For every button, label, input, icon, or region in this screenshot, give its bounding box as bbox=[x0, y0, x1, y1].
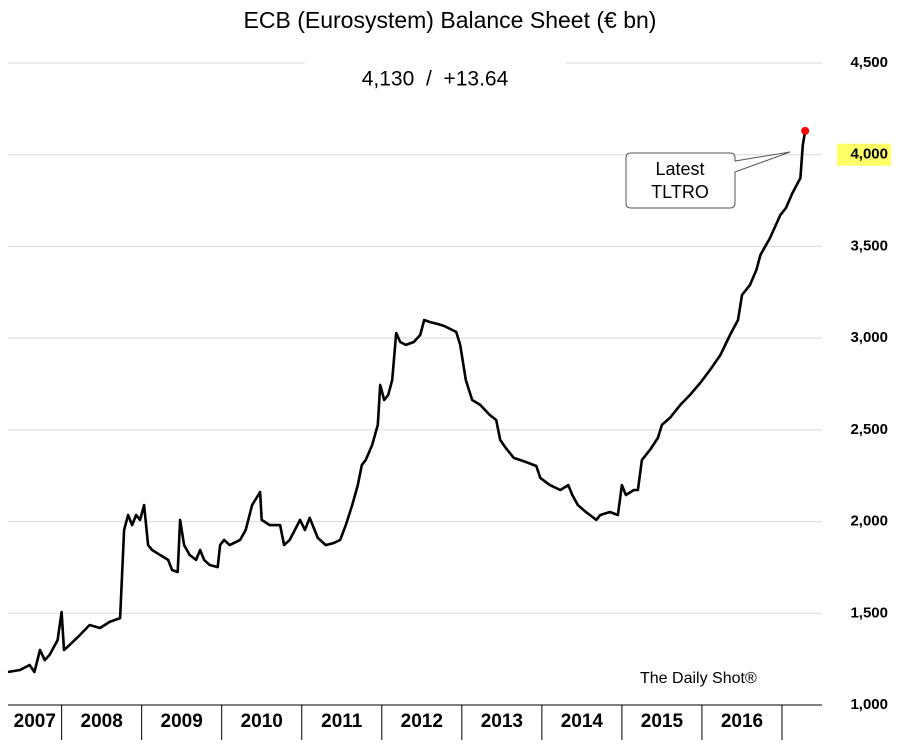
subtitle-backdrop bbox=[305, 55, 565, 71]
y-tick-label: 2,000 bbox=[850, 513, 888, 530]
x-tick-label: 2010 bbox=[241, 711, 283, 732]
x-tick-label: 2016 bbox=[721, 711, 763, 732]
y-tick-label: 3,000 bbox=[850, 329, 888, 346]
x-tick-label: 2011 bbox=[321, 711, 363, 732]
annotation-text: Latest bbox=[655, 159, 704, 179]
y-tick-label: 3,500 bbox=[850, 237, 888, 254]
annotation-box bbox=[625, 151, 791, 209]
y-tick-label: 1,500 bbox=[850, 604, 888, 621]
x-tick-label: 2009 bbox=[161, 711, 203, 732]
latest-marker bbox=[801, 126, 810, 135]
grid bbox=[8, 62, 822, 614]
x-tick-label: 2012 bbox=[401, 711, 443, 732]
tick-highlight bbox=[837, 143, 891, 166]
x-tick-label: 2014 bbox=[561, 711, 604, 732]
annotation-text: TLTRO bbox=[651, 182, 709, 202]
y-tick-label: 2,500 bbox=[850, 421, 888, 438]
line bbox=[7, 130, 807, 674]
y-tick-label: 4,000 bbox=[850, 146, 888, 163]
chart-title: ECB (Eurosystem) Balance Sheet (€ bn) bbox=[244, 7, 657, 33]
y-tick-label: 4,500 bbox=[850, 54, 888, 71]
x-tick-label: 2015 bbox=[641, 711, 684, 732]
x-tick-label: 2013 bbox=[481, 711, 523, 732]
source: The Daily Shot® bbox=[640, 670, 757, 687]
x-tick-label: 2007 bbox=[14, 711, 56, 732]
y-tick-label: 1,000 bbox=[850, 696, 888, 713]
x-tick-label: 2008 bbox=[81, 711, 123, 732]
subtitle: 4,130 / +13.64 bbox=[362, 68, 509, 91]
